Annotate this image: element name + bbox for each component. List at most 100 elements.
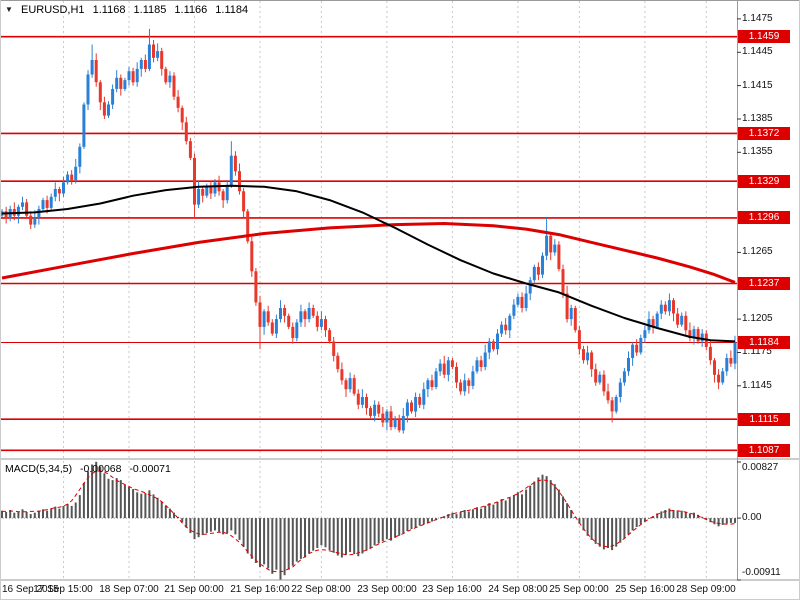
- time-axis-label: 25 Sep 16:00: [615, 584, 675, 595]
- candle-body: [602, 374, 606, 392]
- candle-body: [180, 107, 184, 123]
- candle-body: [725, 358, 729, 372]
- candle-body: [369, 408, 372, 416]
- candle-body: [365, 397, 368, 409]
- price-chart-area[interactable]: [0, 0, 737, 457]
- candle-body: [279, 308, 282, 320]
- candle-body: [184, 122, 188, 142]
- candle-body: [618, 382, 622, 397]
- candle-body: [500, 324, 504, 334]
- candle-body: [397, 419, 401, 431]
- candle-body: [254, 271, 258, 303]
- candle-body: [143, 60, 147, 69]
- candle-body: [152, 44, 155, 58]
- candle-body: [700, 333, 704, 342]
- candle-body: [147, 44, 151, 69]
- candle-body: [135, 68, 139, 83]
- candle-body: [401, 415, 405, 431]
- price-axis[interactable]: [737, 0, 800, 580]
- candle-body: [74, 166, 78, 181]
- time-axis[interactable]: [0, 580, 800, 600]
- price-level-badge: 1.1087: [738, 444, 790, 457]
- candle-body: [119, 77, 123, 89]
- candle-body: [582, 349, 585, 361]
- price-tick-label: 1.1475: [742, 13, 773, 24]
- candle-body: [348, 378, 352, 390]
- symbol-period-label: EURUSD,H1: [20, 4, 85, 16]
- candle-body: [328, 330, 332, 342]
- candle-body: [344, 380, 348, 390]
- candle-body: [131, 71, 135, 83]
- candle-body: [139, 60, 143, 69]
- candle-body: [274, 319, 278, 334]
- candle-body: [356, 393, 360, 405]
- price-tick-label: 1.1415: [742, 80, 773, 91]
- candle-body: [45, 200, 49, 208]
- candle-body: [283, 308, 287, 316]
- candle-body: [442, 363, 446, 375]
- candle-body: [667, 300, 671, 312]
- candle-body: [102, 102, 106, 116]
- candle-body: [127, 71, 131, 81]
- candle-body: [516, 296, 520, 305]
- candle-body: [422, 389, 426, 405]
- candle-body: [491, 341, 495, 350]
- candle-body: [66, 174, 70, 183]
- candle-body: [655, 313, 659, 327]
- candle-body: [107, 104, 110, 116]
- candle-body: [430, 380, 434, 387]
- candle-body: [340, 369, 344, 381]
- candle-body: [336, 355, 340, 370]
- candle-body: [684, 315, 688, 331]
- candle-body: [115, 77, 119, 89]
- time-axis-label: 16 Sep 2015: [2, 584, 59, 595]
- candle-body: [213, 182, 217, 194]
- macd-panel-area[interactable]: [0, 462, 737, 580]
- candle-body: [405, 402, 409, 416]
- chart-title: ▼ EURUSD,H1 1.1168 1.1185 1.1166 1.1184: [5, 4, 253, 16]
- candle-body: [549, 235, 553, 253]
- candle-body: [221, 191, 225, 201]
- candle-body: [188, 141, 192, 158]
- candle-body: [250, 241, 254, 272]
- candle-body: [29, 215, 33, 225]
- candle-body: [307, 308, 311, 320]
- candle-body: [111, 89, 115, 105]
- candle-body: [446, 360, 450, 375]
- candle-body: [299, 311, 303, 323]
- price-tick-label: 1.1265: [742, 246, 773, 257]
- candle-body: [651, 319, 655, 327]
- candle-body: [496, 333, 499, 350]
- candle-body: [238, 171, 241, 192]
- time-axis-label: 25 Sep 00:00: [549, 584, 609, 595]
- macd-signal-line: [2, 470, 736, 573]
- current-price-badge: 1.1184: [738, 336, 790, 349]
- candle-body: [176, 96, 180, 108]
- macd-current-value: -0.00068: [80, 463, 122, 475]
- candle-body: [156, 51, 160, 58]
- candle-body: [57, 189, 61, 194]
- candle-body: [733, 342, 737, 364]
- time-axis-label: 23 Sep 00:00: [357, 584, 417, 595]
- candle-body: [98, 82, 102, 103]
- candle-body: [659, 304, 663, 314]
- candle-body: [508, 315, 512, 331]
- candle-body: [606, 391, 610, 401]
- candle-body: [483, 352, 487, 367]
- candle-body: [590, 352, 594, 370]
- candle-body: [164, 68, 168, 83]
- candle-body: [713, 360, 716, 375]
- macd-name: MACD(5,34,5): [5, 463, 73, 475]
- candle-body: [418, 397, 422, 405]
- candle-body: [541, 255, 544, 275]
- macd-indicator-label: MACD(5,34,5) -0.00068 -0.00071: [5, 463, 176, 475]
- candle-body: [258, 302, 262, 327]
- candle-body: [197, 189, 201, 205]
- candle-body: [471, 371, 475, 386]
- candle-body: [676, 313, 680, 325]
- candle-body: [729, 358, 733, 364]
- candle-body: [94, 60, 98, 83]
- candle-body: [450, 360, 454, 367]
- candle-body: [209, 185, 213, 194]
